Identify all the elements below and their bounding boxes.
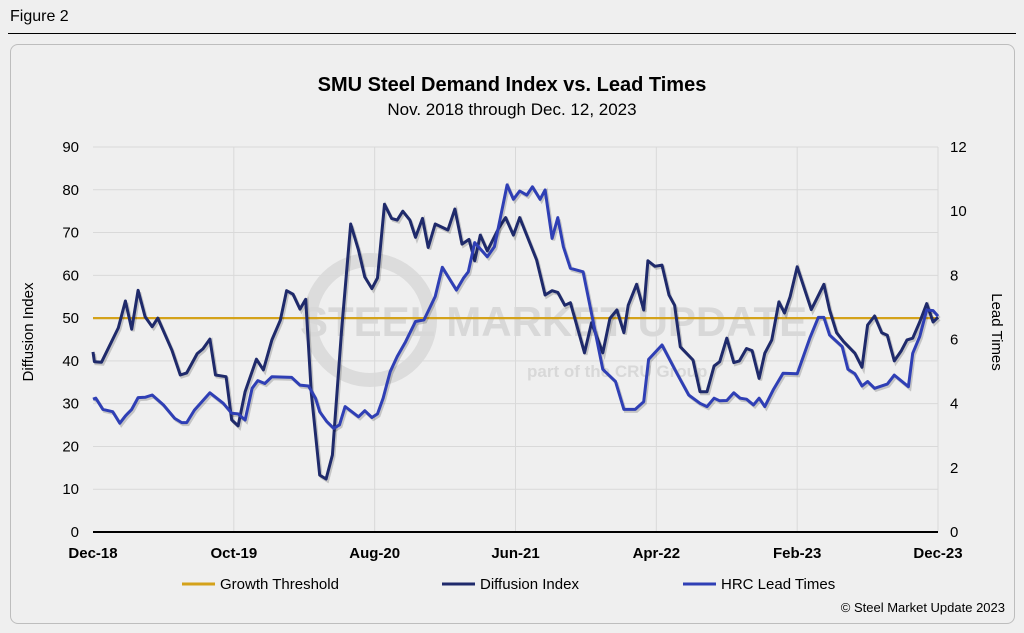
- legend-label-diffusion-index: Diffusion Index: [480, 576, 579, 593]
- x-tick-label: Jun-21: [491, 545, 539, 562]
- y2-axis-label: Lead Times: [988, 293, 1005, 371]
- y-tick-label: 60: [62, 267, 79, 284]
- y2-tick-label: 6: [950, 332, 958, 349]
- y2-tick-label: 2: [950, 460, 958, 477]
- watermark-subtext: part of the CRU Group: [527, 362, 707, 381]
- legend-label-growth-threshold: Growth Threshold: [220, 576, 339, 593]
- chart-panel: [10, 44, 1015, 624]
- figure-label: Figure 2: [10, 8, 69, 25]
- y2-tick-label: 12: [950, 139, 967, 156]
- y-tick-label: 70: [62, 225, 79, 242]
- y-tick-label: 80: [62, 182, 79, 199]
- x-tick-label: Aug-20: [349, 545, 400, 562]
- figure-divider: [8, 33, 1016, 34]
- y-tick-label: 50: [62, 310, 79, 327]
- x-tick-label: Feb-23: [773, 545, 821, 562]
- watermark-text: STEEL MARKET UPDATE: [300, 298, 807, 345]
- chart-subtitle: Nov. 2018 through Dec. 12, 2023: [387, 100, 636, 119]
- x-tick-label: Oct-19: [210, 545, 257, 562]
- hrc-lead-times-line: [92, 183, 940, 430]
- legend: Growth Threshold Diffusion Index HRC Lea…: [182, 576, 835, 593]
- x-tick-label: Dec-18: [68, 545, 117, 562]
- chart-title: SMU Steel Demand Index vs. Lead Times: [318, 74, 707, 96]
- y-tick-label: 20: [62, 438, 79, 455]
- watermark-logo: STEEL MARKET UPDATE part of the CRU Grou…: [300, 253, 807, 387]
- copyright: © Steel Market Update 2023: [841, 600, 1005, 615]
- x-tick-label: Dec-23: [913, 545, 962, 562]
- y2-tick-label: 0: [950, 524, 958, 541]
- y2-tick-label: 8: [950, 267, 958, 284]
- x-tick-label: Apr-22: [633, 545, 681, 562]
- y-tick-label: 40: [62, 353, 79, 370]
- y2-tick-label: 4: [950, 396, 958, 413]
- legend-label-hrc-lead-times: HRC Lead Times: [721, 576, 835, 593]
- y2-tick-label: 10: [950, 203, 967, 220]
- y-tick-label: 90: [62, 139, 79, 156]
- y-axis-label: Diffusion Index: [20, 282, 37, 381]
- y-tick-label: 30: [62, 396, 79, 413]
- y-tick-label: 10: [62, 481, 79, 498]
- y-tick-label: 0: [71, 524, 79, 541]
